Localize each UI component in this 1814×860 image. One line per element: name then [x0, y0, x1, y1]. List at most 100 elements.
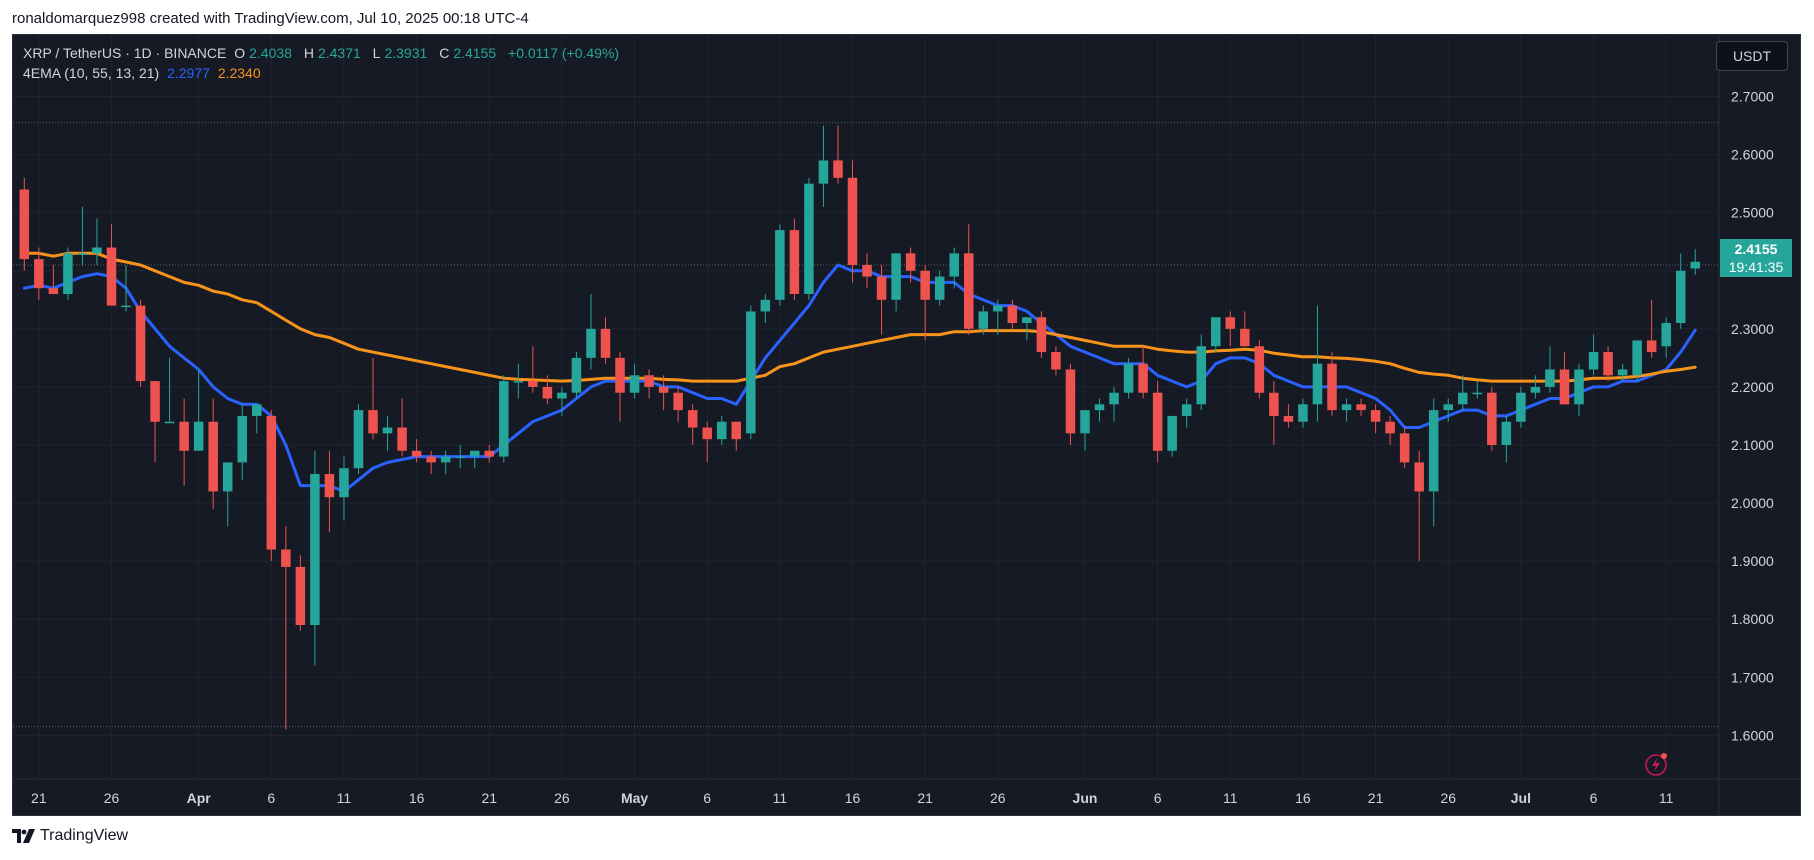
candle-body [1574, 369, 1584, 405]
candlestick-chart[interactable]: 2.70002.60002.50002.40002.30002.20002.10… [13, 35, 1800, 815]
price-tick-label: 1.7000 [1731, 669, 1774, 685]
candle-body [862, 264, 872, 277]
ema-slow-value: 2.2340 [217, 65, 261, 81]
chart-panel[interactable]: 2.70002.60002.50002.40002.30002.20002.10… [12, 34, 1801, 816]
candle-body [1080, 410, 1090, 434]
high-value: 2.4371 [317, 45, 361, 61]
candle [440, 450, 451, 475]
candle [658, 375, 669, 411]
candle [1196, 334, 1206, 411]
price-axis[interactable]: 2.70002.60002.50002.40002.30002.20002.10… [1718, 35, 1774, 815]
candle [1617, 363, 1628, 382]
ema-lines [22, 251, 1697, 493]
candle-body [1298, 404, 1308, 422]
candle [1458, 375, 1468, 411]
candle-body [1341, 404, 1352, 411]
candle [1269, 381, 1279, 445]
open-value: 2.4038 [249, 45, 292, 61]
candle-body [775, 230, 785, 300]
candle-body [644, 375, 654, 387]
ema-fast-value: 2.2977 [167, 65, 210, 81]
last-price: 2.4155 [1734, 241, 1778, 257]
time-tick-label: 6 [1590, 790, 1598, 806]
price-tick-label: 2.2000 [1731, 379, 1774, 395]
candle [862, 253, 872, 289]
footer-brand[interactable]: TradingView [40, 827, 129, 844]
candle-body [411, 450, 422, 457]
candle [542, 375, 553, 405]
candle [600, 317, 611, 364]
candle-body [193, 421, 204, 451]
candle-body [1167, 415, 1177, 451]
candle-body [1269, 392, 1279, 416]
candle [702, 421, 712, 463]
candle-body [1094, 404, 1105, 411]
time-tick-label: 26 [104, 790, 120, 806]
candle-body [1632, 340, 1642, 376]
candle [1240, 311, 1250, 347]
candle-body [1327, 363, 1337, 411]
candle-body [179, 421, 189, 451]
candle [1370, 404, 1381, 434]
candle [339, 456, 349, 521]
candle-body [77, 253, 88, 255]
time-tick-label: 16 [845, 790, 861, 806]
candle [368, 357, 378, 440]
time-tick-label: 11 [1659, 790, 1674, 806]
high-label: H [303, 45, 314, 61]
candle-body [368, 410, 378, 434]
candle-body [1385, 421, 1395, 434]
candle [1690, 249, 1700, 275]
candle-body [1123, 363, 1134, 393]
symbol-title[interactable]: XRP / TetherUS · 1D · BINANCE [23, 45, 227, 61]
candle [1603, 346, 1613, 382]
candle [571, 352, 582, 399]
candle [193, 369, 204, 451]
candle [586, 293, 596, 370]
candle-body [222, 462, 233, 492]
price-tick-label: 2.5000 [1731, 205, 1774, 221]
candle [673, 386, 683, 422]
candle [499, 375, 509, 463]
chart-attribution: ronaldomarquez998 created with TradingVi… [12, 10, 529, 27]
candle [1167, 415, 1177, 457]
candle [266, 410, 277, 562]
candle [281, 526, 291, 730]
candle [1443, 398, 1453, 422]
candle [1428, 398, 1439, 527]
lightning-alert-icon[interactable] [1644, 751, 1670, 777]
candle [1327, 352, 1337, 416]
price-tick-label: 1.9000 [1731, 553, 1774, 569]
candle-body [818, 160, 829, 184]
candles [19, 125, 1700, 730]
candle-body [252, 404, 262, 416]
candle [528, 346, 538, 393]
candle [208, 398, 218, 509]
candle-body [1646, 340, 1657, 353]
candle-body [1036, 317, 1047, 353]
indicator-name[interactable]: 4EMA (10, 55, 13, 21) [23, 65, 160, 81]
candle-body [19, 189, 30, 260]
candle-body [1022, 317, 1032, 324]
candle-body [121, 305, 131, 308]
candle [1472, 381, 1483, 399]
price-tick-label: 2.3000 [1731, 321, 1774, 337]
candle-body [891, 253, 901, 300]
time-axis[interactable]: 21 26 Apr 6 11 16 21 26 May 6 11 16 21 26 Jun 6 11 16 21 26… [13, 778, 1800, 806]
tradingview-logo-icon[interactable] [12, 829, 36, 843]
candle-body [1487, 392, 1497, 445]
candle-body [557, 392, 567, 399]
candle-body [208, 421, 218, 492]
candle [1574, 363, 1584, 416]
candle-body [760, 299, 771, 312]
candle [1675, 253, 1686, 329]
candle-body [586, 328, 596, 358]
price-tick-label: 2.6000 [1731, 147, 1774, 163]
low-label: L [372, 45, 381, 61]
candle [1356, 398, 1366, 416]
candle-body [949, 253, 959, 277]
currency-button[interactable]: USDT [1716, 41, 1788, 71]
candle [1123, 357, 1134, 399]
candle [121, 264, 131, 312]
candle-body [1530, 386, 1541, 393]
